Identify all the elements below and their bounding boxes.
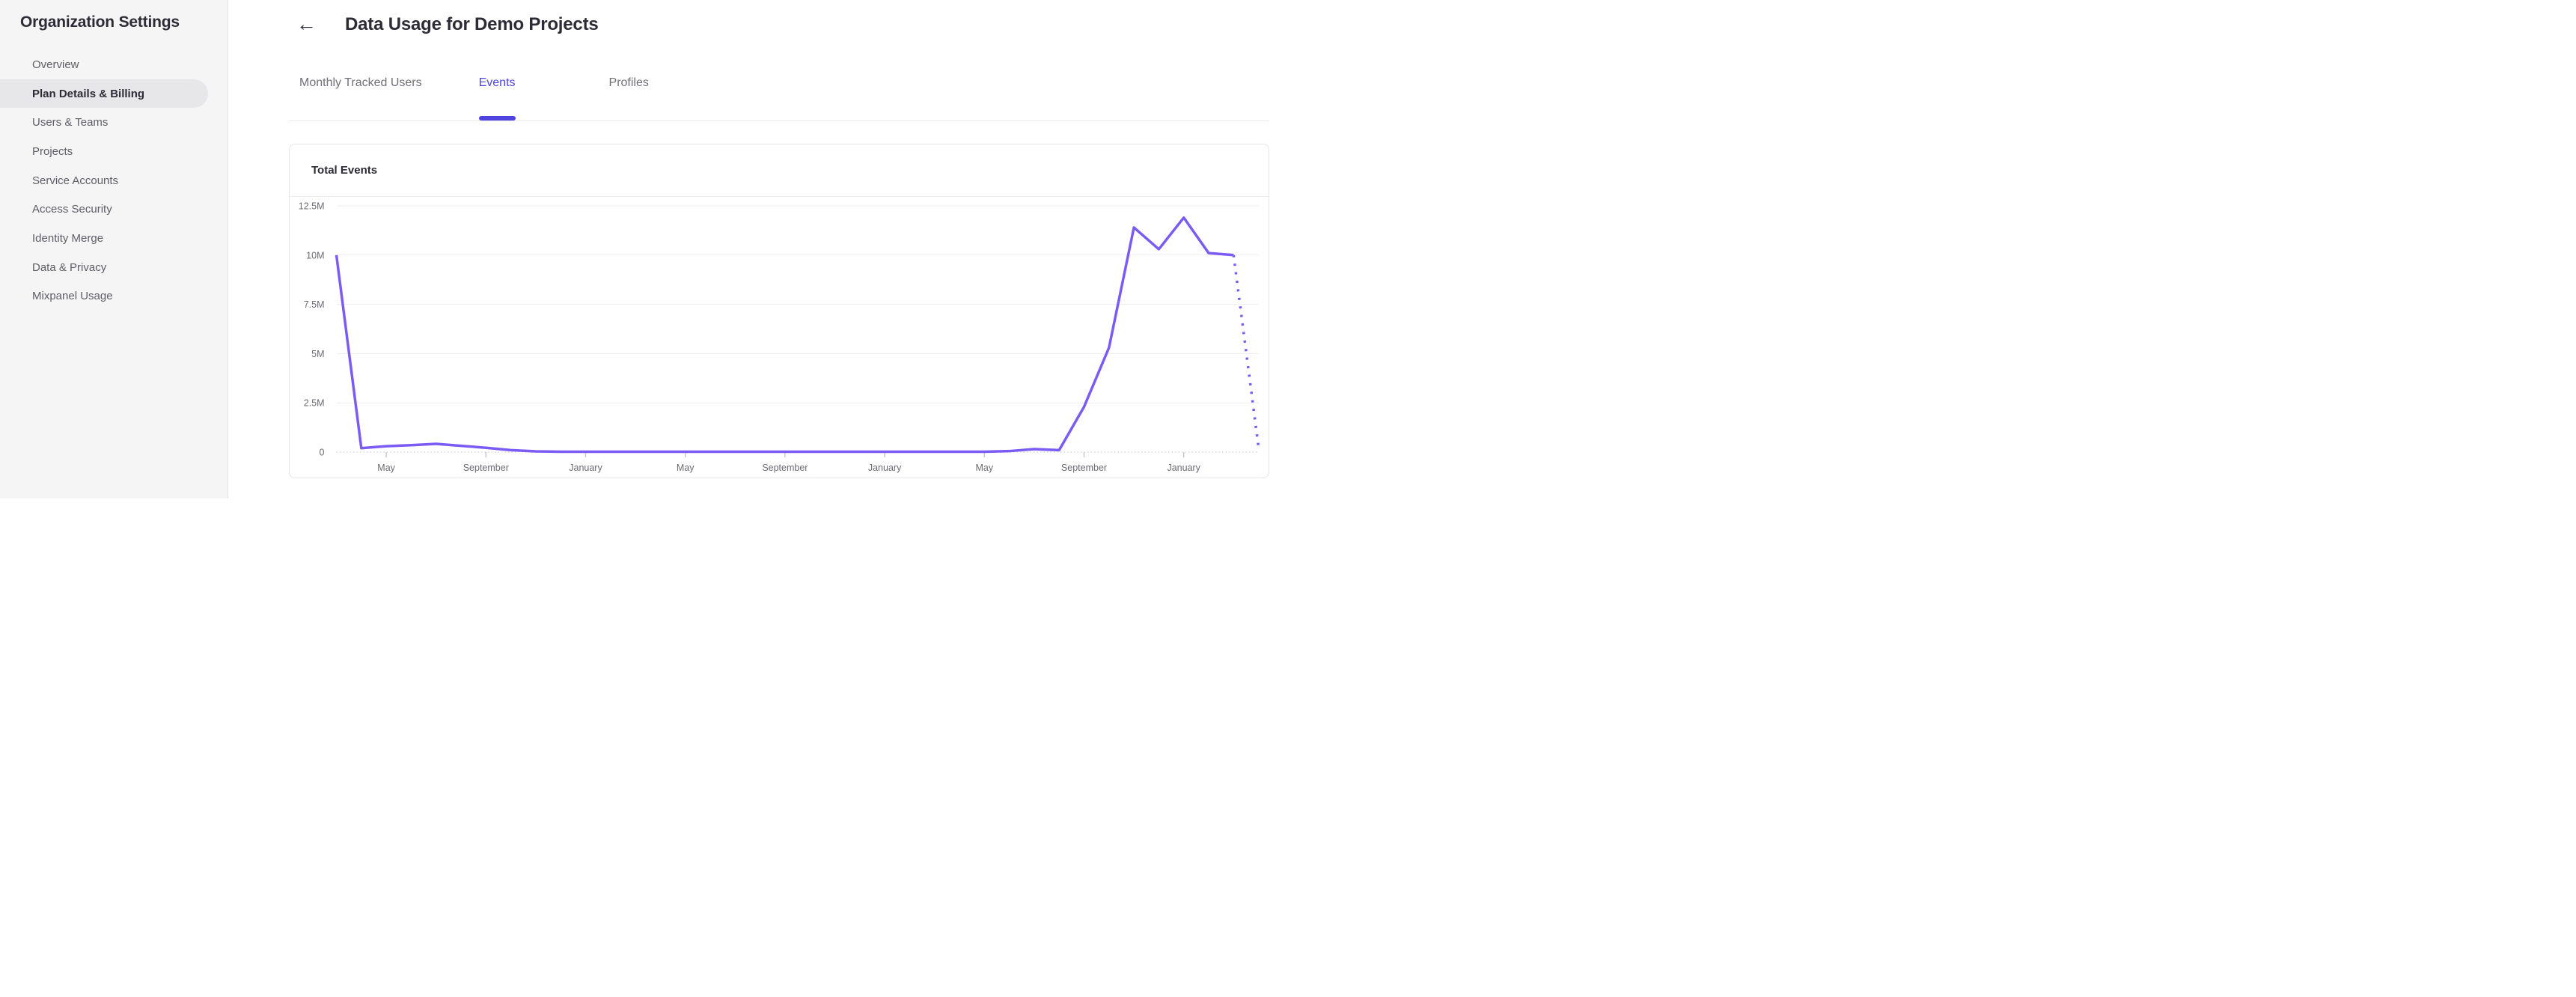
y-tick-label: 7.5M (304, 299, 325, 310)
main-content: ← Data Usage for Demo Projects Monthly T… (228, 0, 1288, 498)
sidebar-item-service-accounts[interactable]: Service Accounts (32, 174, 119, 187)
sidebar-item-plan-details-billing[interactable]: Plan Details & Billing (0, 79, 208, 109)
sidebar-item-data-privacy[interactable]: Data & Privacy (32, 260, 107, 274)
page-header: ← Data Usage for Demo Projects (289, 12, 1288, 37)
tab-bar: Monthly Tracked Users Events Profiles (289, 76, 1269, 121)
x-tick-label: September (762, 463, 808, 473)
tab-events[interactable]: Events (478, 76, 516, 121)
x-tick-label: May (975, 463, 993, 473)
sidebar-item-overview[interactable]: Overview (32, 58, 79, 71)
y-tick-label: 10M (306, 250, 324, 260)
sidebar-item-identity-merge[interactable]: Identity Merge (32, 231, 104, 245)
sidebar-title: Organization Settings (20, 13, 180, 31)
sidebar-item-mixpanel-usage[interactable]: Mixpanel Usage (32, 290, 113, 303)
x-tick-label: January (1167, 463, 1200, 473)
sidebar-nav: Overview Plan Details & Billing Users & Te… (0, 50, 228, 311)
y-tick-label: 2.5M (304, 398, 325, 409)
sidebar-item-projects[interactable]: Projects (32, 144, 73, 158)
y-tick-label: 12.5M (299, 201, 325, 212)
events-line-chart: 12.5M 10M 7.5M 5M 2.5M 0 May September January Ma… (299, 201, 1260, 473)
y-tick-label: 0 (320, 448, 325, 458)
sidebar-item-access-security[interactable]: Access Security (32, 203, 112, 216)
chart-area: 12.5M 10M 7.5M 5M 2.5M 0 May September January Ma… (290, 197, 1269, 478)
sidebar: Organization Settings Overview Plan Detai… (0, 0, 228, 498)
x-tick-label: May (377, 463, 395, 473)
sidebar-item-users-teams[interactable]: Users & Teams (32, 116, 109, 129)
series-line-projection (1232, 254, 1260, 448)
series-line (335, 216, 1234, 454)
x-tick-label: September (463, 463, 509, 473)
x-tick-label: January (868, 463, 902, 473)
page-title: Data Usage for Demo Projects (345, 14, 599, 34)
y-tick-label: 5M (311, 349, 324, 359)
x-tick-label: January (569, 463, 602, 473)
x-tick-label: September (1061, 463, 1107, 473)
tab-profiles[interactable]: Profiles (608, 76, 649, 89)
card-title: Total Events (311, 164, 378, 177)
tab-monthly-tracked-users[interactable]: Monthly Tracked Users (299, 76, 422, 89)
app-root: Organization Settings Overview Plan Detai… (0, 0, 1288, 498)
total-events-card: Total Events 12.5M 10M 7.5M 5M 2.5M 0 May Septe… (289, 144, 1269, 478)
back-button[interactable]: ← (289, 12, 317, 37)
card-header: Total Events (290, 144, 1269, 197)
x-tick-label: May (677, 463, 695, 473)
